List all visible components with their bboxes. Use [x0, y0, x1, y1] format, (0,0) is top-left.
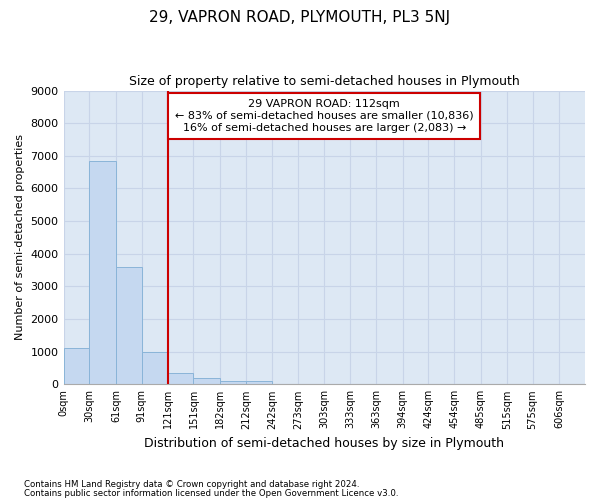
Bar: [142, 352, 167, 384]
Bar: [116, 267, 142, 384]
Bar: [246, 381, 272, 384]
Bar: [64, 348, 89, 384]
Y-axis label: Number of semi-detached properties: Number of semi-detached properties: [15, 134, 25, 340]
X-axis label: Distribution of semi-detached houses by size in Plymouth: Distribution of semi-detached houses by …: [144, 437, 504, 450]
Text: Contains HM Land Registry data © Crown copyright and database right 2024.: Contains HM Land Registry data © Crown c…: [24, 480, 359, 489]
Bar: [193, 378, 220, 384]
Text: 29, VAPRON ROAD, PLYMOUTH, PL3 5NJ: 29, VAPRON ROAD, PLYMOUTH, PL3 5NJ: [149, 10, 451, 25]
Text: 29 VAPRON ROAD: 112sqm
← 83% of semi-detached houses are smaller (10,836)
16% of: 29 VAPRON ROAD: 112sqm ← 83% of semi-det…: [175, 100, 473, 132]
Title: Size of property relative to semi-detached houses in Plymouth: Size of property relative to semi-detach…: [129, 75, 520, 88]
Bar: [220, 381, 246, 384]
Text: Contains public sector information licensed under the Open Government Licence v3: Contains public sector information licen…: [24, 489, 398, 498]
Bar: [89, 160, 116, 384]
Bar: [167, 373, 193, 384]
